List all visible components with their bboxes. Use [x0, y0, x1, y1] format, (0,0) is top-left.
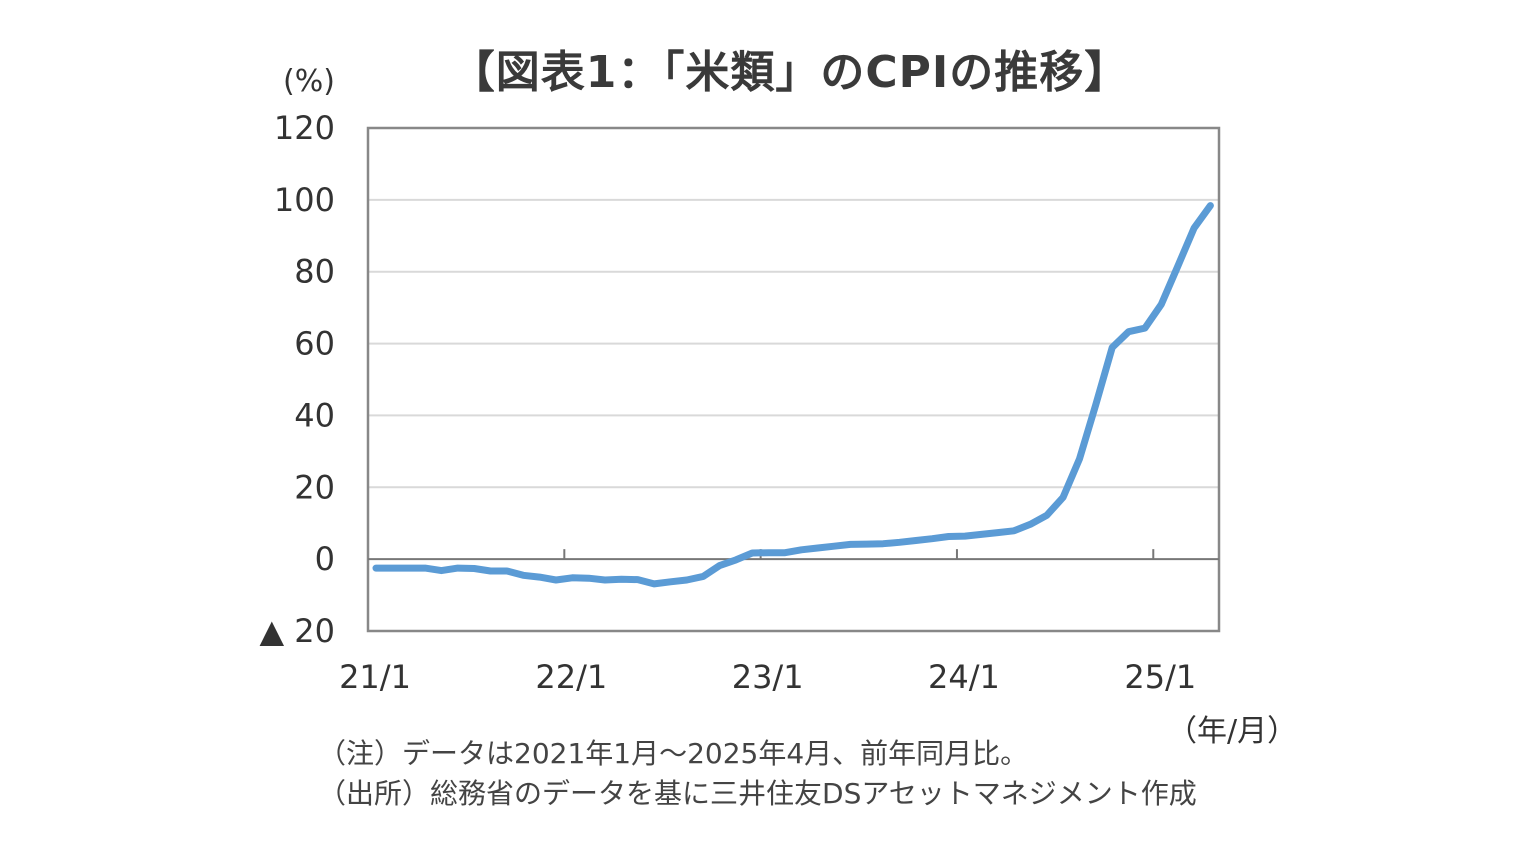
- x-tick-label: 22/1: [535, 658, 607, 696]
- rice-cpi-line: [372, 202, 1214, 588]
- x-tick-label: 25/1: [1124, 658, 1196, 696]
- y-tick-label: 120: [274, 109, 335, 147]
- y-tick-label: 100: [274, 181, 335, 219]
- y-tick-label: 40: [294, 396, 335, 434]
- y-tick-label: ▲ 20: [260, 612, 336, 650]
- chart-title: 【図表1：「米類」のCPIの推移】: [450, 47, 1130, 98]
- x-tick-label: 24/1: [928, 658, 1000, 696]
- y-tick-label: 80: [294, 253, 335, 291]
- y-tick-label: 0: [315, 540, 335, 578]
- footnote-source: （出所）総務省のデータを基に三井住友DSアセットマネジメント作成: [318, 777, 1197, 810]
- footnote-note: （注）データは2021年1月～2025年4月、前年同月比。: [318, 737, 1029, 770]
- x-tick-label: 21/1: [339, 658, 411, 696]
- y-axis-unit: (%): [283, 64, 335, 99]
- x-axis-unit: （年/月）: [1167, 714, 1298, 749]
- y-tick-label: 60: [294, 325, 335, 363]
- plot-frame: [366, 126, 1221, 633]
- x-tick-label: 23/1: [732, 658, 804, 696]
- footnotes: （注）データは2021年1月～2025年4月、前年同月比。 （出所）総務省のデー…: [318, 734, 1197, 814]
- y-tick-label: 20: [294, 468, 335, 506]
